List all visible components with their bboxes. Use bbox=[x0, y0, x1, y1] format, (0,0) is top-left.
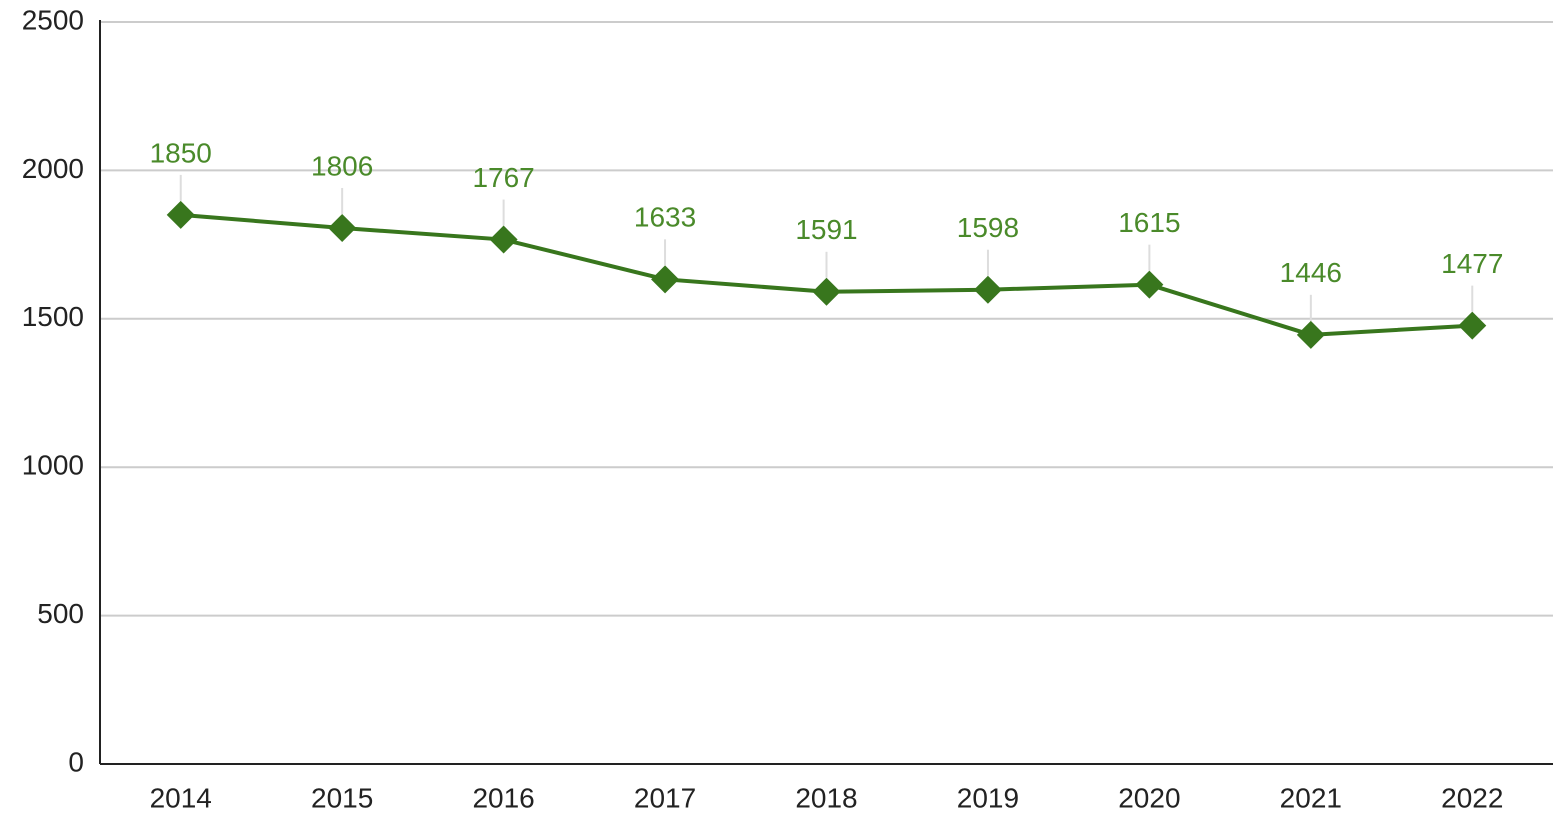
data-label: 1850 bbox=[150, 137, 212, 168]
marker bbox=[651, 265, 680, 294]
x-tick-label: 2016 bbox=[472, 782, 534, 813]
data-label: 1615 bbox=[1118, 207, 1180, 238]
y-tick-label: 500 bbox=[37, 598, 84, 629]
data-label: 1591 bbox=[795, 214, 857, 245]
marker bbox=[1135, 270, 1164, 299]
x-tick-label: 2014 bbox=[150, 782, 212, 813]
marker bbox=[166, 200, 195, 229]
y-tick-label: 1000 bbox=[22, 450, 84, 481]
x-tick-label: 2020 bbox=[1118, 782, 1180, 813]
y-tick-label: 1500 bbox=[22, 301, 84, 332]
marker bbox=[812, 277, 841, 306]
data-label: 1633 bbox=[634, 202, 696, 233]
y-tick-label: 2000 bbox=[22, 153, 84, 184]
x-tick-label: 2021 bbox=[1280, 782, 1342, 813]
marker bbox=[973, 275, 1002, 304]
y-tick-label: 2500 bbox=[22, 4, 84, 35]
x-tick-label: 2017 bbox=[634, 782, 696, 813]
x-tick-label: 2019 bbox=[957, 782, 1019, 813]
marker bbox=[328, 213, 357, 242]
x-tick-label: 2018 bbox=[795, 782, 857, 813]
marker bbox=[1296, 320, 1325, 349]
data-label: 1806 bbox=[311, 150, 373, 181]
data-label: 1598 bbox=[957, 212, 1019, 243]
data-label: 1477 bbox=[1441, 248, 1503, 279]
marker bbox=[1458, 311, 1487, 340]
marker bbox=[489, 225, 518, 254]
x-tick-label: 2022 bbox=[1441, 782, 1503, 813]
data-label: 1767 bbox=[472, 162, 534, 193]
data-label: 1446 bbox=[1280, 257, 1342, 288]
y-tick-label: 0 bbox=[68, 746, 84, 777]
x-tick-label: 2015 bbox=[311, 782, 373, 813]
